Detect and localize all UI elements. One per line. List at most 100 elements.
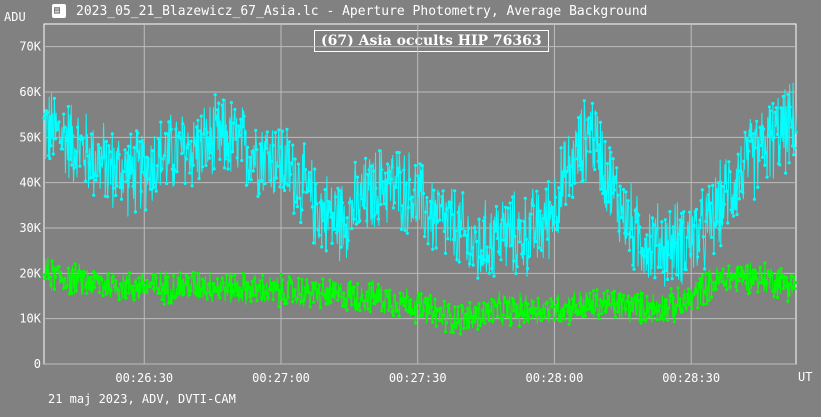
- data-point: [574, 303, 578, 308]
- data-point: [352, 217, 356, 221]
- data-point: [107, 144, 111, 148]
- data-point: [195, 125, 199, 129]
- data-point: [181, 122, 185, 126]
- data-point: [532, 310, 537, 314]
- series-target-star: [42, 82, 798, 287]
- data-point: [278, 288, 282, 293]
- data-point: [97, 146, 102, 150]
- data-point: [543, 217, 547, 221]
- data-point: [483, 215, 487, 220]
- data-point: [234, 137, 238, 141]
- data-point: [792, 153, 796, 157]
- data-point: [734, 207, 738, 211]
- data-point: [228, 281, 232, 285]
- data-point: [552, 220, 556, 224]
- data-point: [480, 254, 485, 258]
- data-point: [550, 305, 554, 309]
- data-point: [526, 302, 530, 306]
- data-point: [293, 157, 297, 161]
- data-point: [772, 136, 776, 140]
- data-point: [755, 119, 759, 123]
- data-point: [471, 315, 475, 319]
- data-point: [774, 279, 778, 283]
- data-point: [315, 288, 319, 292]
- data-point: [688, 210, 692, 214]
- data-point: [645, 233, 649, 237]
- data-point: [736, 152, 740, 156]
- data-point: [725, 189, 729, 193]
- data-point: [176, 134, 180, 138]
- data-point: [631, 301, 635, 305]
- data-point: [793, 287, 797, 291]
- data-point: [51, 268, 55, 272]
- data-point: [779, 267, 783, 271]
- data-point: [322, 202, 326, 206]
- data-point: [517, 324, 522, 328]
- data-point: [329, 300, 333, 304]
- data-point: [290, 161, 294, 165]
- data-point: [300, 208, 304, 212]
- data-point: [763, 163, 767, 167]
- data-point: [786, 93, 790, 97]
- data-point: [189, 139, 193, 143]
- data-point: [593, 308, 597, 312]
- data-point: [541, 228, 545, 232]
- data-point: [506, 206, 510, 210]
- data-point: [495, 236, 500, 240]
- data-point: [405, 231, 409, 235]
- data-point: [765, 175, 769, 179]
- data-point: [372, 169, 376, 173]
- photometry-app-icon[interactable]: ▤: [52, 4, 66, 18]
- data-point: [369, 164, 373, 168]
- data-point: [182, 292, 186, 296]
- data-point: [711, 183, 715, 187]
- data-point: [379, 294, 383, 298]
- data-point: [257, 284, 261, 288]
- data-point: [117, 152, 121, 157]
- data-point: [173, 168, 177, 172]
- data-point: [303, 168, 308, 172]
- data-point: [412, 188, 416, 192]
- data-point: [587, 116, 591, 120]
- data-point: [426, 297, 430, 301]
- data-point: [190, 274, 194, 278]
- data-point: [349, 200, 353, 204]
- data-point: [419, 292, 423, 296]
- data-point: [684, 306, 688, 310]
- data-point: [596, 313, 600, 317]
- data-point: [435, 220, 439, 224]
- data-point: [210, 293, 214, 297]
- data-point: [218, 296, 222, 300]
- data-point: [320, 245, 324, 249]
- data-point: [175, 170, 179, 174]
- data-point: [434, 324, 438, 328]
- data-point: [570, 305, 574, 309]
- data-point: [509, 321, 513, 325]
- data-point: [520, 303, 524, 307]
- data-point: [268, 155, 272, 159]
- data-point: [215, 277, 220, 281]
- data-point: [375, 211, 379, 215]
- data-point: [354, 307, 358, 312]
- data-point: [611, 301, 615, 305]
- data-point: [417, 176, 421, 181]
- data-point: [274, 176, 279, 180]
- data-point: [166, 132, 170, 136]
- data-point: [263, 182, 267, 186]
- data-point: [303, 286, 308, 290]
- data-point: [76, 125, 80, 129]
- data-point: [655, 226, 659, 230]
- data-point: [771, 101, 775, 106]
- data-point: [106, 279, 110, 283]
- data-point: [662, 317, 666, 321]
- data-point: [654, 243, 658, 248]
- data-point: [344, 223, 348, 227]
- data-point: [317, 233, 321, 237]
- data-point: [652, 311, 656, 315]
- data-point: [185, 146, 190, 150]
- data-point: [684, 268, 688, 272]
- data-point: [119, 197, 124, 201]
- data-point: [162, 154, 166, 158]
- data-point: [174, 127, 178, 131]
- data-point: [266, 151, 270, 155]
